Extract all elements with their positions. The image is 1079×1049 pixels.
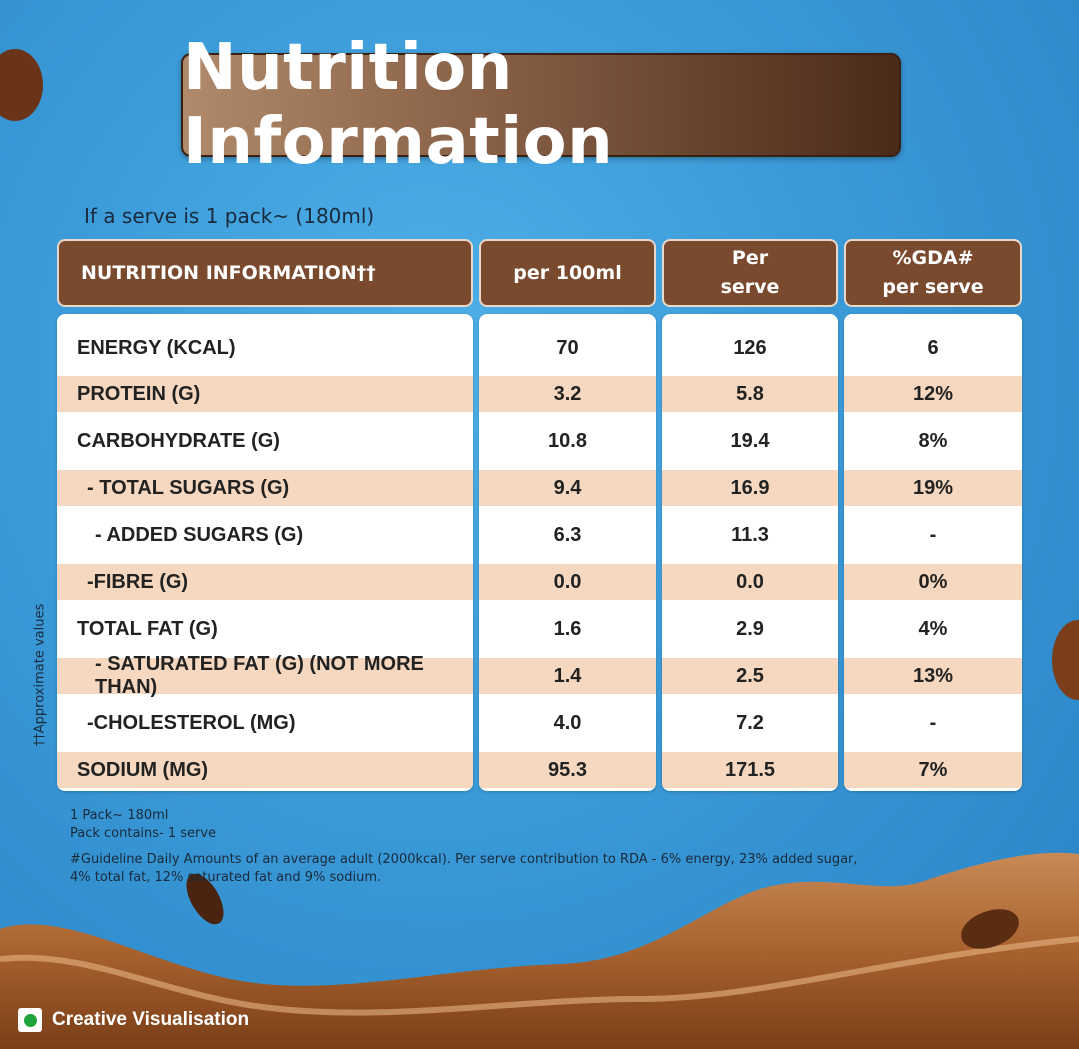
serve-note: If a serve is 1 pack~ (180ml) — [84, 204, 375, 228]
table-cell-name: CARBOHYDRATE (G) — [77, 429, 280, 452]
table-cell-perServe: 11.3 — [731, 523, 769, 546]
header-nutrition-information: NUTRITION INFORMATION†† — [57, 239, 473, 307]
header-per-100ml: per 100ml — [479, 239, 656, 307]
table-cell-name: - SATURATED FAT (G) (NOT MORE THAN) — [57, 653, 473, 698]
table-cell-perServe: 7.2 — [736, 711, 764, 734]
table-cell-per100: 1.4 — [479, 658, 656, 694]
table-cell-per100: 0.0 — [479, 564, 656, 600]
table-cell-name: TOTAL FAT (G) — [77, 617, 218, 640]
table-cell-gda: - — [929, 523, 937, 546]
table-cell-gda: 13% — [844, 658, 1022, 694]
coffee-bean-icon — [961, 909, 1019, 949]
footnote-gda-definition: #Guideline Daily Amounts of an average a… — [70, 852, 858, 867]
title-banner: Nutrition Information — [181, 31, 901, 179]
table-cell-gda: 0% — [844, 564, 1022, 600]
table-cell-perServe: 126 — [733, 336, 767, 359]
table-cell-perServe: 2.9 — [736, 617, 764, 640]
table-cell-name: -FIBRE (G) — [57, 564, 473, 600]
table-cell-per100: 70 — [556, 336, 579, 359]
footnote-pack-contains: Pack contains- 1 serve — [70, 826, 217, 841]
veg-mark-icon — [18, 1008, 42, 1032]
per-serve-column: 126 5.8 19.4 16.9 11.3 0.0 2.9 2.5 7.2 171.5 — [662, 314, 838, 791]
table-cell-perServe: 16.9 — [662, 470, 838, 506]
table-cell-gda: 4% — [918, 617, 948, 640]
coffee-bean-icon — [186, 873, 224, 925]
nutrient-name-column: ENERGY (KCAL) PROTEIN (G) CARBOHYDRATE (G)… — [57, 314, 473, 791]
coffee-bean-icon — [1052, 620, 1079, 700]
creative-visualisation-badge: Creative Visualisation — [18, 1008, 249, 1032]
footnote-pack-size: 1 Pack~ 180ml — [70, 808, 169, 823]
page-title: Nutrition Information — [183, 31, 614, 179]
coffee-bean-icon — [0, 49, 43, 121]
table-cell-gda: 6 — [927, 336, 939, 359]
per-100ml-column: 70 3.2 10.8 9.4 6.3 0.0 1.6 1.4 4.0 95.3 — [479, 314, 656, 791]
table-cell-gda: 7% — [844, 752, 1022, 788]
table-cell-per100: 4.0 — [553, 711, 582, 734]
table-cell-name: PROTEIN (G) — [57, 376, 473, 412]
table-cell-name: - ADDED SUGARS (G) — [95, 523, 304, 546]
table-cell-perServe: 2.5 — [662, 658, 838, 694]
table-cell-gda: 12% — [844, 376, 1022, 412]
table-cell-perServe: 19.4 — [730, 429, 770, 452]
table-cell-perServe: 171.5 — [662, 752, 838, 788]
table-cell-gda: - — [929, 711, 937, 734]
table-cell-name: -CHOLESTEROL (MG) — [87, 711, 296, 734]
table-cell-per100: 95.3 — [479, 752, 656, 788]
table-cell-per100: 3.2 — [479, 376, 656, 412]
table-cell-per100: 6.3 — [553, 523, 582, 546]
table-cell-gda: 8% — [918, 429, 948, 452]
table-cell-name: ENERGY (KCAL) — [77, 336, 236, 359]
table-cell-perServe: 0.0 — [662, 564, 838, 600]
table-cell-perServe: 5.8 — [662, 376, 838, 412]
approximate-values-note: ††Approximate values — [32, 603, 48, 747]
table-cell-name: SODIUM (MG) — [57, 752, 473, 788]
table-cell-per100: 1.6 — [553, 617, 582, 640]
footnote-gda-values: 4% total fat, 12% saturated fat and 9% s… — [70, 870, 382, 885]
gda-column: 6 12% 8% 19% - 0% 4% 13% - 7% — [844, 314, 1022, 791]
header-gda: %GDA# per serve — [844, 239, 1022, 307]
table-cell-per100: 9.4 — [479, 470, 656, 506]
table-cell-name: - TOTAL SUGARS (G) — [57, 470, 473, 506]
header-per-serve: Per serve — [662, 239, 838, 307]
table-cell-per100: 10.8 — [548, 429, 587, 452]
table-cell-gda: 19% — [844, 470, 1022, 506]
milk-splash-decoration — [0, 852, 1079, 1049]
